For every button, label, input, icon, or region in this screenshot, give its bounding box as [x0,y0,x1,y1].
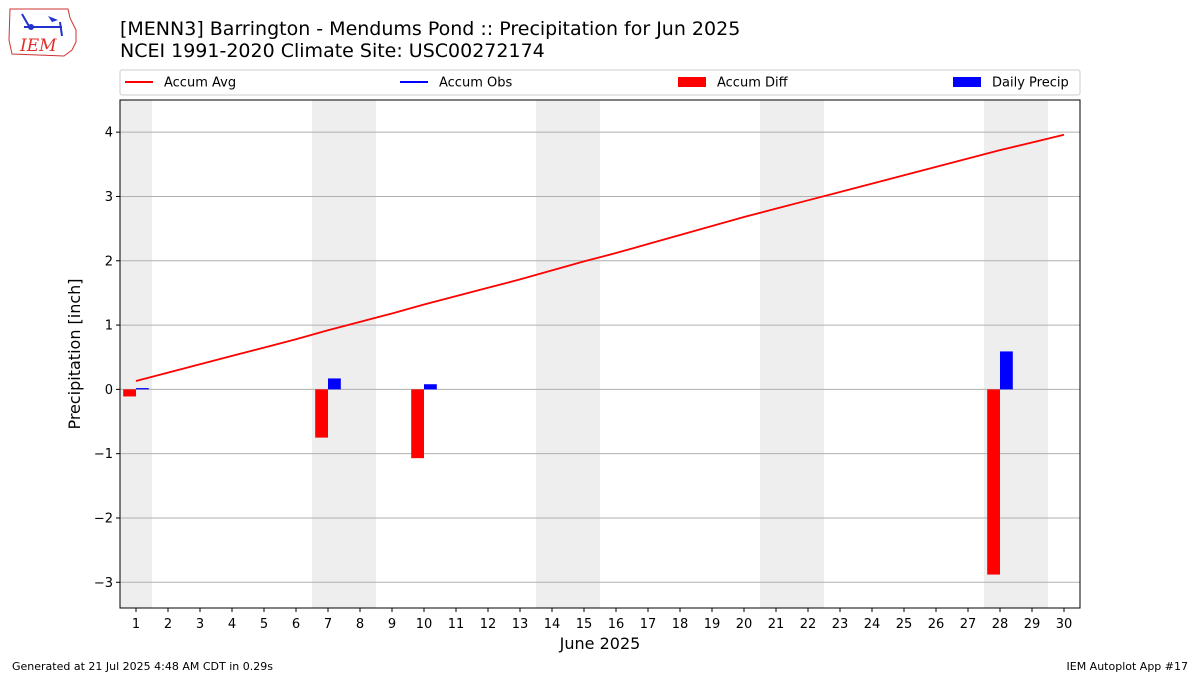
plot-area: 1 2 3 4 5 6 7 8 9 10 11 12 13 14 15 16 17 18 19 20 21 22 23 24 2… [94,99,1081,632]
accum-diff-bar-day-7 [315,389,328,438]
daily-precip-bar-day-7 [328,378,341,390]
x-tick-label: 11 [448,617,465,632]
weekend-band-3 [760,100,824,608]
x-tick-label: 16 [608,617,625,632]
legend-label-accum-diff: Accum Diff [717,76,789,91]
chart-subtitle: NCEI 1991-2020 Climate Site: USC00272174 [120,40,545,62]
y-axis-ticks: −3 −2 −1 0 1 2 3 4 [94,126,120,591]
x-tick-label: 6 [292,617,300,632]
plot-frame [119,99,1081,609]
accum-diff-bar-day-28 [987,389,1000,575]
chart-title: [MENN3] Barrington - Mendums Pond :: Pre… [120,18,740,40]
legend-label-daily-precip: Daily Precip [992,76,1069,91]
x-tick-label: 2 [164,617,172,632]
x-tick-label: 9 [388,617,396,632]
x-tick-label: 15 [576,617,593,632]
x-axis-ticks: 1 2 3 4 5 6 7 8 9 10 11 12 13 14 15 16 17 18 19 20 21 22 23 24 2… [132,608,1072,632]
y-tick-label: 2 [105,254,113,269]
x-tick-label: 3 [196,617,204,632]
x-tick-label: 20 [736,617,753,632]
y-tick-label: −1 [94,447,113,462]
y-tick-label: 4 [105,126,113,141]
x-tick-label: 27 [960,617,977,632]
legend: Accum Avg Accum Obs Accum Diff Daily Precip [119,69,1081,96]
x-tick-label: 18 [672,617,689,632]
series-lines [135,133,1065,382]
x-tick-label: 25 [896,617,913,632]
y-tick-label: 3 [105,190,113,205]
x-tick-label: 1 [132,617,140,632]
x-tick-label: 14 [544,617,561,632]
x-tick-label: 5 [260,617,268,632]
x-tick-label: 30 [1056,617,1073,632]
x-tick-label: 22 [800,617,817,632]
y-tick-label: 0 [105,383,113,398]
footer-app: IEM Autoplot App #17 [1067,660,1189,673]
x-tick-label: 24 [864,617,881,632]
gridlines [120,131,1080,583]
logo-text: IEM [19,36,57,56]
footer-generated: Generated at 21 Jul 2025 4:48 AM CDT in … [12,660,273,673]
accum-diff-bar-day-1 [123,389,136,397]
y-tick-label: 1 [105,319,113,334]
weekend-band-2 [536,100,600,608]
x-tick-label: 7 [324,617,332,632]
bars [123,351,1013,575]
legend-swatch-daily-precip [953,77,981,87]
x-tick-label: 4 [228,617,236,632]
x-tick-label: 10 [416,617,433,632]
y-tick-label: −2 [94,511,113,526]
x-axis-label: June 2025 [559,634,641,653]
x-tick-label: 13 [512,617,529,632]
accum-diff-bar-day-10 [411,389,424,459]
accum-avg-line [135,133,1065,382]
x-tick-label: 19 [704,617,721,632]
weekend-shading [120,100,1048,608]
y-tick-label: −3 [94,576,113,591]
weekend-band-1 [312,100,376,608]
x-tick-label: 17 [640,617,657,632]
x-tick-label: 26 [928,617,945,632]
y-axis-label: Precipitation [inch] [65,278,84,429]
legend-label-accum-obs: Accum Obs [439,76,512,91]
weekend-band-0 [120,100,152,608]
x-tick-label: 28 [992,617,1009,632]
x-tick-label: 23 [832,617,849,632]
legend-swatch-accum-diff [678,77,706,87]
daily-precip-bar-day-28 [1000,351,1013,390]
daily-precip-bar-day-1 [136,388,149,390]
iem-logo: IEM [8,8,77,57]
x-tick-label: 21 [768,617,785,632]
legend-label-accum-avg: Accum Avg [164,76,236,91]
daily-precip-bar-day-10 [424,384,437,390]
x-tick-label: 12 [480,617,497,632]
x-tick-label: 29 [1024,617,1041,632]
x-tick-label: 8 [356,617,364,632]
